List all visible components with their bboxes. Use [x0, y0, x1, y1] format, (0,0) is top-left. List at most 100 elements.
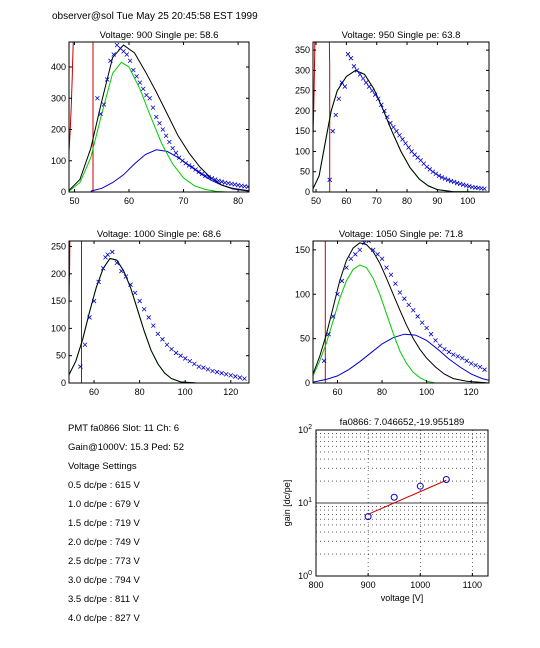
y-tick-label: 250 — [51, 241, 66, 251]
y-tick-label: 0 — [61, 187, 66, 197]
data-point — [366, 84, 372, 89]
data-point — [457, 181, 463, 187]
data-point — [219, 370, 224, 376]
data-point — [199, 171, 205, 177]
gain-point — [364, 513, 372, 521]
y-tick-label: 50 — [56, 351, 66, 361]
data-point — [433, 171, 439, 177]
voltage-setting: 3.5 dc/pe : 811 V — [68, 594, 140, 605]
data-point — [183, 160, 189, 166]
pedestal-curve — [313, 42, 489, 192]
data-point — [464, 358, 470, 364]
data-point — [330, 128, 336, 134]
data-point — [326, 331, 331, 337]
plot-frame — [68, 41, 250, 193]
data-point — [455, 354, 461, 359]
data-point — [196, 169, 202, 174]
gain-point — [442, 475, 450, 483]
gain-info: Gain@1000V: 15.3 Ped: 52 — [68, 442, 184, 453]
data-point — [370, 247, 376, 253]
data-point — [187, 358, 193, 364]
voltage-settings-title: Voltage Settings — [68, 461, 137, 472]
histogram-chart-4: Voltage: 1050 Single pe: 71.8 60 80 100 120 0… — [295, 229, 490, 397]
y-tick-label: 100 — [51, 156, 66, 166]
data-point — [406, 302, 412, 308]
data-point — [206, 174, 211, 180]
voltage-setting: 0.5 dc/pe : 615 V — [68, 480, 140, 491]
data-point — [242, 376, 247, 381]
y-tick-label: 100 — [295, 289, 310, 299]
header-text: observer@sol Tue May 25 20:45:58 EST 199… — [52, 11, 258, 22]
data-point — [203, 173, 208, 179]
data-point — [210, 368, 215, 374]
data-point — [182, 356, 188, 361]
plot-frame — [315, 429, 489, 577]
data-point — [189, 164, 195, 170]
y-tick-label: 0 — [305, 378, 310, 388]
data-point — [180, 158, 185, 164]
chart-title: fa0866: 7.046652,-19.955189 — [340, 417, 465, 428]
data-point — [357, 247, 363, 253]
plot-frame — [312, 41, 490, 193]
data-point — [193, 167, 198, 172]
x-tick-label: 800 — [308, 580, 323, 590]
data-point — [228, 373, 234, 378]
data-point — [132, 290, 138, 296]
data-point — [445, 177, 451, 183]
x-tick-label: 900 — [361, 580, 376, 590]
data-point — [406, 145, 411, 150]
data-point — [167, 139, 172, 145]
voltage-setting: 1.0 dc/pe : 679 V — [68, 499, 140, 510]
data-point — [330, 314, 336, 319]
data-point — [348, 55, 354, 61]
data-point — [157, 120, 162, 126]
data-point — [110, 249, 115, 255]
data-point — [393, 281, 398, 286]
x-tick-label: 50 — [311, 196, 321, 206]
data-point — [147, 95, 153, 101]
data-point — [164, 342, 170, 348]
data-point — [170, 145, 175, 151]
data-point — [477, 364, 483, 370]
x-tick-label: 100 — [419, 387, 434, 397]
data-point — [451, 352, 456, 357]
single-pe-fit-line — [69, 61, 228, 192]
data-point — [466, 184, 472, 189]
gain-voltage-chart: fa0866: 7.046652,-19.955189 800 900 1000 110… — [282, 417, 489, 603]
x-tick-label: 120 — [223, 387, 238, 397]
data-point — [342, 84, 348, 89]
data-point — [101, 102, 107, 107]
data-point — [98, 111, 103, 117]
data-point — [104, 77, 110, 82]
data-point — [375, 252, 380, 257]
x-axis-label: voltage [V] — [381, 593, 424, 603]
y-tick-label: 100 — [295, 146, 310, 156]
y-tick-label: 150 — [295, 126, 310, 136]
data-point — [366, 241, 371, 244]
data-point — [460, 182, 466, 187]
y-tick-label: 101 — [298, 497, 312, 508]
data-point — [119, 268, 124, 274]
data-point — [137, 298, 142, 304]
data-point — [335, 291, 340, 297]
data-point — [345, 51, 351, 57]
plot-area — [313, 241, 489, 383]
data-point — [160, 337, 165, 342]
data-point — [153, 114, 159, 120]
data-point — [388, 120, 393, 126]
data-point — [78, 364, 83, 369]
data-point — [397, 290, 403, 295]
data-point — [150, 105, 156, 110]
data-point — [385, 114, 390, 120]
data-point — [357, 72, 363, 77]
x-tick-label: 80 — [377, 387, 387, 397]
data-point — [430, 169, 436, 175]
double-pe-fit-line — [313, 333, 489, 383]
data-point — [91, 298, 97, 304]
voltage-setting: 3.0 dc/pe : 794 V — [68, 575, 140, 586]
plot-area — [313, 42, 489, 192]
pedestal-curve — [69, 42, 249, 192]
data-point — [402, 296, 407, 301]
y-tick-label: 50 — [300, 334, 310, 344]
data-point — [424, 164, 430, 170]
